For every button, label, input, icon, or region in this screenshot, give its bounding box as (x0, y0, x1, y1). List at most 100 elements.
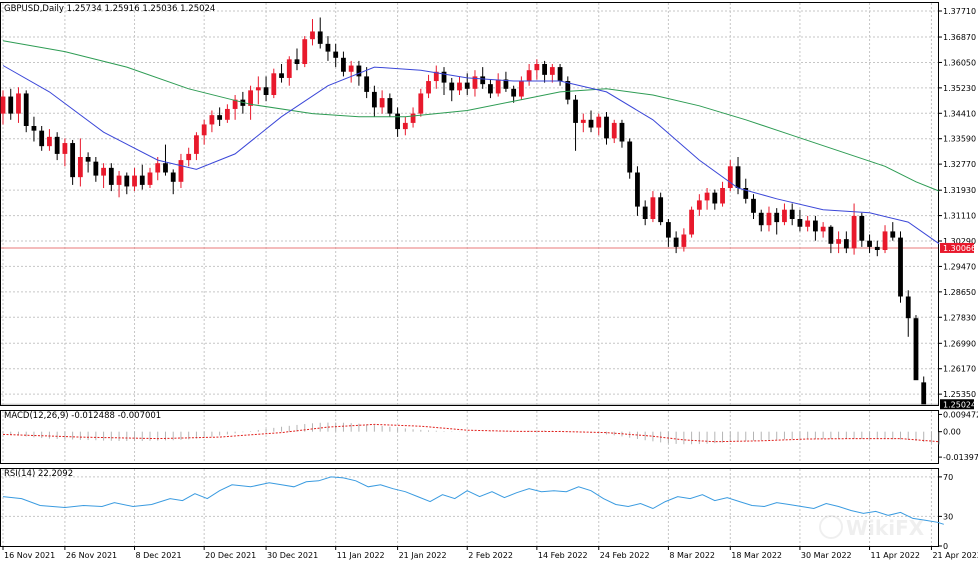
macd-axis: 0.009472 0.00 -0.01397 (938, 410, 978, 462)
candle (31, 116, 37, 142)
candle (689, 206, 695, 238)
macd-header: MACD(12,26,9) -0.012488 -0.007001 (4, 411, 161, 421)
rsi-tick-label: 70 (943, 473, 953, 482)
candle (317, 17, 323, 49)
candle-body (859, 215, 865, 241)
price-tick-label: 1.34410 (943, 109, 976, 118)
candle (673, 231, 679, 254)
candle (209, 110, 215, 133)
rsi-line (2, 476, 944, 525)
candle (70, 139, 76, 185)
candle (348, 60, 354, 83)
candle (898, 231, 903, 303)
time-tick-label: 30 Mar 2022 (801, 551, 852, 560)
candle-body (124, 175, 130, 187)
candle-body (720, 188, 725, 204)
candle (101, 163, 106, 188)
candle (665, 219, 671, 247)
candle (843, 231, 849, 254)
candle (379, 90, 385, 114)
time-tick-label: 16 Nov 2021 (4, 551, 55, 560)
candle-body (696, 200, 702, 210)
candle (364, 67, 370, 99)
candle-body (627, 141, 633, 173)
candle (0, 90, 6, 125)
candle (696, 194, 702, 216)
candle-body (217, 115, 223, 120)
candle-body (797, 219, 803, 227)
candle-body (472, 76, 478, 89)
panel-frame-2 (0, 468, 939, 547)
candle (604, 112, 609, 145)
candle-body (457, 82, 462, 91)
candle-body (387, 98, 393, 114)
candlesticks[interactable] (0, 17, 927, 405)
candle-body (526, 70, 532, 82)
candle (828, 225, 834, 254)
candle-body (549, 67, 555, 75)
panel-frames (0, 2, 939, 547)
candle (224, 104, 230, 123)
candle-body (62, 143, 68, 154)
candle (8, 88, 14, 120)
candle-body (209, 115, 215, 125)
candle-body (93, 161, 99, 176)
candle-body (867, 240, 872, 247)
candle-body (766, 212, 772, 226)
candle (441, 67, 447, 95)
candle-body (820, 226, 826, 232)
candle-body (604, 116, 609, 139)
price-tick-label: 1.35230 (943, 84, 976, 93)
candle-body (751, 198, 756, 213)
candle (882, 225, 888, 254)
candle (836, 231, 842, 254)
candle (712, 189, 718, 210)
candle (433, 65, 439, 89)
candle (658, 192, 664, 226)
candle (549, 64, 555, 83)
time-axis: 16 Nov 2021 26 Nov 2021 8 Dec 2021 20 Dec 2… (2, 546, 978, 560)
candle (588, 110, 594, 133)
candle-body (905, 296, 911, 319)
candle (681, 228, 687, 252)
watermark-text: WikiFX (846, 516, 925, 540)
candle-body (271, 73, 277, 95)
candle-body (263, 87, 269, 95)
time-tick-label: 24 Feb 2022 (600, 551, 650, 560)
candle-body (178, 160, 184, 182)
candle-body (294, 59, 300, 64)
candle-body (402, 122, 408, 130)
candle (789, 203, 795, 226)
candle-body (735, 166, 741, 188)
candle-body (101, 167, 106, 176)
candle-body (805, 220, 811, 227)
candle-body (511, 88, 517, 97)
time-tick-label: 21 Jan 2022 (399, 551, 447, 560)
candle (720, 181, 725, 207)
candle (518, 76, 524, 100)
price-tick-label: 1.36870 (943, 33, 976, 42)
candle (395, 107, 400, 137)
candle-body (782, 209, 787, 223)
panel-frame-1 (0, 410, 939, 464)
candle (627, 138, 633, 179)
price-axis: 1.37710 1.36870 1.36050 1.35230 1.34410 1.335… (938, 7, 976, 399)
candle-body (371, 91, 377, 108)
candle-body (77, 157, 83, 178)
candle-body (333, 51, 339, 58)
price-tick-label: 1.33590 (943, 135, 976, 144)
candle-body (194, 135, 199, 154)
candle (371, 85, 377, 117)
candle-body (464, 82, 470, 89)
time-tick-label: 26 Nov 2021 (66, 551, 117, 560)
candle (743, 178, 749, 204)
candle-body (789, 209, 795, 219)
candle (194, 132, 199, 161)
level-tag-bg (940, 242, 974, 253)
macd-tick-label: 0.009472 (943, 410, 978, 419)
candle (410, 107, 416, 128)
candle-body (874, 246, 880, 250)
